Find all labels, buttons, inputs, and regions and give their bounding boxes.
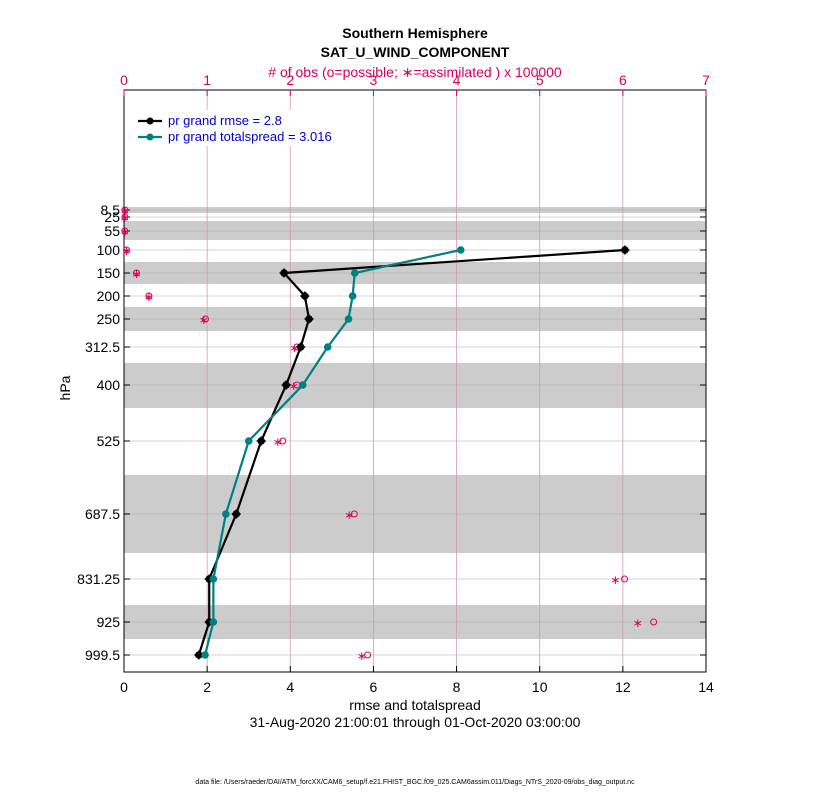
y-tick-label: 200 <box>97 288 121 304</box>
totalspread-point <box>298 381 307 389</box>
obs-possible-marker <box>364 651 372 659</box>
totalspread-point <box>209 618 218 626</box>
obs-assimilated-marker: ∗ <box>357 649 367 663</box>
grid-lines <box>124 90 706 672</box>
obs-assimilated-marker: ∗ <box>144 290 154 304</box>
y-tick-label: 400 <box>97 377 121 393</box>
totalspread-point <box>222 510 230 518</box>
y-axis-label: hPa <box>57 375 73 400</box>
totalspread-point <box>350 269 359 277</box>
obs-possible-marker <box>279 437 287 445</box>
obs-assimilated-marker: ∗ <box>633 616 643 630</box>
y-tick-label: 687.5 <box>85 506 120 522</box>
legend-box <box>132 110 337 146</box>
obs-possible-marker <box>650 618 658 626</box>
series-lines <box>194 245 630 660</box>
obs-assimilated-marker: ∗ <box>120 225 130 239</box>
x-tick-label: 0 <box>120 679 128 695</box>
obs-assimilated-marker: ∗ <box>120 211 130 225</box>
totalspread-point <box>244 437 253 445</box>
totalspread-point <box>348 292 357 300</box>
rmse-point-cross <box>620 245 630 255</box>
totalspread-point <box>209 575 218 583</box>
top-tick-label: 7 <box>702 72 710 88</box>
obs-count-markers: ∗∗∗∗∗∗∗∗∗∗∗∗∗∗ <box>120 204 658 663</box>
x-axis-label: rmse and totalspread <box>349 697 481 713</box>
rmse-point-cross <box>256 436 266 446</box>
obs-possible-marker <box>621 575 629 583</box>
rmse-point-cross <box>279 268 289 278</box>
bottom-axis: 0 2 4 6 8 10 12 14 <box>120 666 714 695</box>
rmse-point-cross <box>281 380 291 390</box>
obs-assimilated-marker: ∗ <box>289 341 299 355</box>
obs-assimilated-marker: ∗ <box>120 204 130 218</box>
totalspread-point <box>344 315 353 323</box>
legend: pr grand rmse = 2.8 pr grand totalspread… <box>132 110 337 146</box>
obs-assimilated-marker: ∗ <box>344 508 354 522</box>
plot-frame <box>123 89 707 673</box>
obs-assimilated-marker: ∗ <box>610 573 620 587</box>
obs-assimilated-marker: ∗ <box>289 379 299 393</box>
top-axis: 0 1 2 3 4 5 6 7 <box>120 72 710 96</box>
obs-assimilated-marker: ∗ <box>121 244 131 258</box>
rmse-point-cross <box>231 509 241 519</box>
x-tick-label: 12 <box>615 679 631 695</box>
y-tick-label: 925 <box>97 614 121 630</box>
x-tick-label: 14 <box>698 679 714 695</box>
obs-possible-marker <box>201 315 209 323</box>
obs-assimilated-marker: ∗ <box>131 267 141 281</box>
top-tick-label: 2 <box>286 72 294 88</box>
rmse-point-cross <box>296 342 306 352</box>
chart-title: Southern Hemisphere <box>342 25 488 41</box>
y-tick-label: 150 <box>97 265 121 281</box>
rmse-point-cross <box>300 291 310 301</box>
y-tick-label: 525 <box>97 433 121 449</box>
obs-possible-marker <box>132 269 140 277</box>
x-tick-label: 4 <box>286 679 294 695</box>
level-band <box>124 221 706 240</box>
y-tick-label: 25 <box>104 209 120 225</box>
y-tick-label: 831.25 <box>77 571 120 587</box>
date-range-label: 31-Aug-2020 21:00:01 through 01-Oct-2020… <box>250 714 581 730</box>
top-tick-label: 3 <box>370 72 378 88</box>
x-tick-label: 6 <box>370 679 378 695</box>
x-tick-label: 2 <box>203 679 211 695</box>
legend-rmse-label: pr grand rmse = 2.8 <box>168 113 282 128</box>
footer-data-file: data file: /Users/raeder/DAI/ATM_forcXX/… <box>195 779 635 786</box>
obs-possible-marker <box>145 292 153 300</box>
top-axis-label: # of obs (o=possible; ∗=assimilated ) x … <box>268 64 562 80</box>
top-tick-label: 5 <box>536 72 544 88</box>
level-band <box>124 363 706 408</box>
legend-spread-label: pr grand totalspread = 3.016 <box>168 129 332 144</box>
top-tick-label: 0 <box>120 72 128 88</box>
x-tick-label: 8 <box>453 679 461 695</box>
y-tick-label: 312.5 <box>85 339 120 355</box>
obs-assimilated-marker: ∗ <box>199 313 209 327</box>
legend-spread-marker <box>146 133 154 141</box>
obs-possible-marker <box>122 246 130 254</box>
y-tick-label: 250 <box>97 311 121 327</box>
top-tick-label: 1 <box>203 72 211 88</box>
y-tick-label: 999.5 <box>85 647 120 663</box>
y-tick-label: 100 <box>97 242 121 258</box>
y-tick-label: 8.5 <box>101 202 121 218</box>
legend-rmse-marker <box>146 117 154 125</box>
top-tick-label: 6 <box>619 72 627 88</box>
totalspread-point <box>323 343 332 351</box>
y-tick-label: 55 <box>104 223 120 239</box>
rmse-point-cross <box>304 314 314 324</box>
totalspread-point <box>456 246 465 254</box>
x-tick-label: 10 <box>532 679 548 695</box>
obs-possible-marker <box>121 227 129 235</box>
obs-possible-marker <box>121 206 129 214</box>
obs-assimilated-marker: ∗ <box>273 435 283 449</box>
top-tick-label: 4 <box>453 72 461 88</box>
chart-subtitle: SAT_U_WIND_COMPONENT <box>321 44 510 60</box>
obs-possible-marker <box>121 213 129 221</box>
obs-possible-marker <box>350 510 358 518</box>
totalspread-point <box>201 651 209 659</box>
